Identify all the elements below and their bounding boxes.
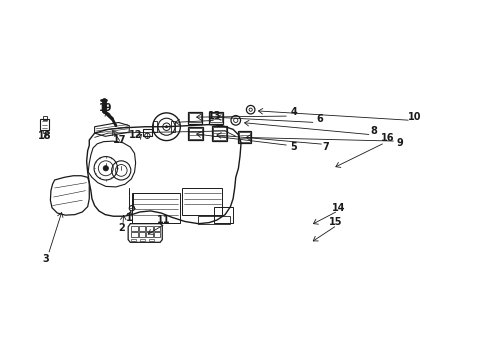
Bar — [210, 113, 222, 122]
Text: 7: 7 — [321, 142, 328, 152]
Bar — [131, 226, 138, 231]
Bar — [304, 219, 307, 222]
Bar — [153, 232, 160, 237]
Bar — [40, 119, 49, 130]
Bar — [188, 128, 201, 139]
Bar — [302, 239, 317, 248]
Bar — [214, 207, 233, 222]
Bar — [211, 126, 226, 141]
Text: 15: 15 — [328, 217, 342, 226]
Circle shape — [103, 166, 108, 171]
Bar — [146, 226, 152, 231]
Text: 2: 2 — [118, 223, 124, 233]
Bar — [238, 131, 251, 143]
Text: 8: 8 — [370, 126, 377, 136]
Bar — [142, 129, 152, 136]
Text: 13: 13 — [207, 111, 221, 121]
Bar — [182, 188, 222, 215]
Bar — [188, 113, 200, 122]
Bar — [139, 226, 145, 231]
Text: 19: 19 — [99, 103, 112, 113]
Bar — [140, 239, 144, 241]
Bar — [212, 127, 225, 140]
Text: 16: 16 — [381, 134, 394, 143]
Bar — [187, 127, 203, 140]
Text: 17: 17 — [113, 135, 126, 145]
Text: 10: 10 — [407, 112, 420, 122]
Text: 14: 14 — [332, 203, 345, 213]
Text: 11: 11 — [157, 215, 170, 225]
Bar — [170, 121, 175, 132]
Bar — [43, 130, 47, 133]
Text: 3: 3 — [42, 254, 49, 264]
Bar — [326, 165, 331, 169]
Bar — [303, 240, 316, 247]
Bar — [198, 216, 230, 224]
Bar — [146, 232, 152, 237]
Text: 9: 9 — [396, 138, 403, 148]
Bar — [131, 239, 136, 241]
Text: 1: 1 — [125, 213, 132, 223]
Bar — [152, 121, 157, 132]
Text: 12: 12 — [129, 130, 142, 140]
Bar — [187, 112, 201, 123]
Text: 6: 6 — [316, 114, 323, 124]
Circle shape — [305, 223, 306, 225]
Text: 4: 4 — [290, 107, 297, 117]
Text: 5: 5 — [290, 142, 297, 152]
Bar — [153, 226, 160, 231]
Text: 18: 18 — [38, 131, 52, 141]
Bar — [149, 239, 153, 241]
Bar — [139, 232, 145, 237]
Bar — [43, 116, 47, 120]
Bar — [239, 132, 250, 141]
Bar — [131, 232, 138, 237]
Bar — [132, 193, 180, 222]
Circle shape — [165, 126, 167, 128]
Bar — [209, 112, 223, 123]
